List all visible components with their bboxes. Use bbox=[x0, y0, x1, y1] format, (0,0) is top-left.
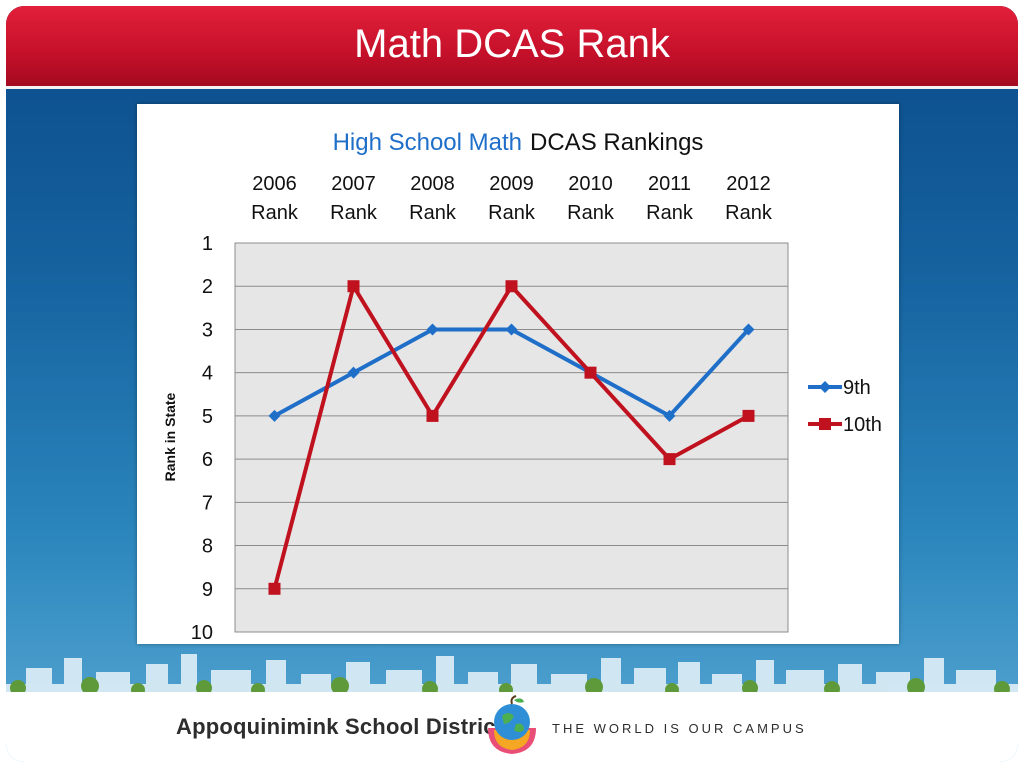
x-tick-label-year: 2008 bbox=[410, 173, 455, 195]
x-tick-label-year: 2009 bbox=[489, 173, 534, 195]
x-tick-label-year: 2010 bbox=[568, 173, 613, 195]
legend-label-10th: 10th bbox=[843, 414, 882, 436]
rank-chart: High School Math DCAS Rankings 1 2 3 4 5 6 7 8 9 10… bbox=[162, 129, 882, 644]
x-tick-label-rank: Rank bbox=[251, 202, 299, 224]
legend-marker-9th bbox=[819, 381, 831, 393]
y-axis-label: Rank in State bbox=[162, 392, 178, 481]
plot-area bbox=[234, 242, 789, 633]
data-point-10th bbox=[584, 366, 597, 379]
data-point-10th bbox=[347, 280, 360, 293]
apple-globe-logo bbox=[488, 695, 536, 754]
chart-title: High School Math DCAS Rankings bbox=[333, 129, 704, 156]
y-tick-label: 1 bbox=[202, 233, 213, 255]
y-tick-label: 9 bbox=[202, 579, 213, 601]
chart-title-part-1: High School Math bbox=[333, 129, 522, 156]
slide: Math DCAS Rank High School Math DCAS Rank… bbox=[6, 6, 1018, 762]
y-tick-label: 6 bbox=[202, 449, 213, 471]
y-tick-label: 5 bbox=[202, 406, 213, 428]
data-point-10th bbox=[426, 409, 439, 422]
data-point-10th bbox=[742, 409, 755, 422]
x-tick-label-year: 2011 bbox=[648, 173, 691, 195]
y-tick-label: 2 bbox=[202, 276, 213, 298]
x-tick-label-rank: Rank bbox=[725, 202, 773, 224]
x-tick-label-year: 2006 bbox=[252, 173, 297, 195]
data-point-9th bbox=[426, 323, 439, 336]
x-tick-label-rank: Rank bbox=[488, 202, 536, 224]
data-point-9th bbox=[347, 366, 360, 379]
x-tick-label-rank: Rank bbox=[646, 202, 694, 224]
legend-label-9th: 9th bbox=[843, 377, 871, 399]
data-point-9th bbox=[663, 409, 676, 422]
y-tick-label: 4 bbox=[202, 363, 213, 385]
data-point-10th bbox=[505, 280, 518, 293]
data-point-9th bbox=[742, 323, 755, 336]
title-bar: Math DCAS Rank bbox=[6, 6, 1018, 89]
y-tick-label: 3 bbox=[202, 319, 213, 341]
district-tagline: THE WORLD IS OUR CAMPUS bbox=[552, 721, 807, 736]
chart-title-part-2: DCAS Rankings bbox=[530, 129, 703, 156]
data-point-9th bbox=[505, 323, 518, 336]
y-tick-label: 8 bbox=[202, 536, 213, 558]
x-tick-label-rank: Rank bbox=[567, 202, 615, 224]
legend-marker-10th bbox=[819, 418, 831, 430]
data-point-10th bbox=[268, 582, 281, 595]
x-tick-label-year: 2012 bbox=[726, 173, 771, 195]
footer: Appoquinimink School District THE WORLD … bbox=[6, 692, 1018, 762]
y-tick-label: 10 bbox=[191, 622, 213, 644]
district-name: Appoquinimink School District bbox=[176, 714, 504, 739]
data-point-10th bbox=[663, 453, 676, 466]
x-tick-label-rank: Rank bbox=[409, 202, 457, 224]
x-tick-label-rank: Rank bbox=[330, 202, 378, 224]
x-tick-label-year: 2007 bbox=[331, 173, 376, 195]
y-tick-label: 7 bbox=[202, 492, 213, 514]
slide-title: Math DCAS Rank bbox=[354, 22, 670, 66]
chart-panel: High School Math DCAS Rankings 1 2 3 4 5 6 7 8 9 10… bbox=[137, 104, 899, 644]
data-point-9th bbox=[268, 409, 281, 422]
